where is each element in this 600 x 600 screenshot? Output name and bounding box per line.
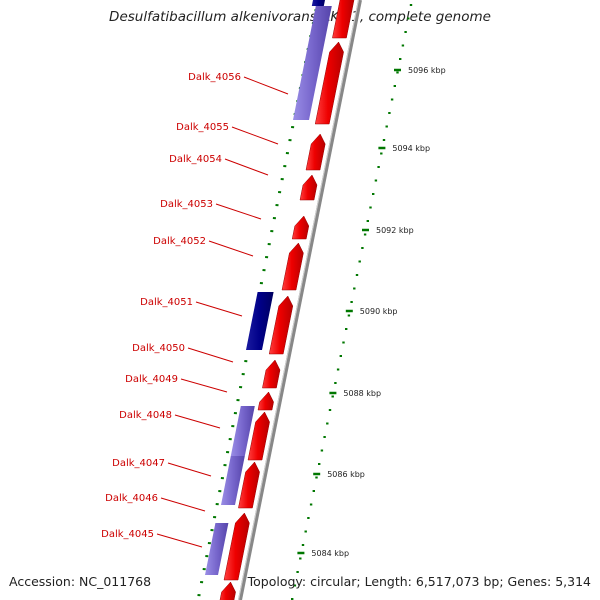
- gene-leader-line: [180, 378, 228, 393]
- gene-label[interactable]: Dalk_4048: [119, 410, 172, 421]
- gene-label[interactable]: Dalk_4055: [176, 122, 229, 133]
- genome-summary-text: Topology: circular; Length: 6,517,073 bp…: [247, 574, 591, 589]
- scale-label: 5094 kbp: [392, 144, 430, 153]
- gene-leader-line: [167, 462, 212, 477]
- forward-gene-arrow[interactable]: [281, 242, 304, 291]
- forward-gene-arrow[interactable]: [218, 581, 236, 600]
- gene-label[interactable]: Dalk_4052: [153, 236, 206, 247]
- gene-leader-line: [208, 240, 254, 257]
- forward-gene-arrow[interactable]: [238, 461, 260, 509]
- reverse-gene-block[interactable]: [311, 0, 325, 6]
- gene-label[interactable]: Dalk_4045: [101, 529, 154, 540]
- scale-label: 5096 kbp: [408, 66, 446, 75]
- gene-label[interactable]: Dalk_4049: [125, 374, 178, 385]
- forward-gene-arrow[interactable]: [247, 411, 270, 461]
- forward-gene-arrow[interactable]: [332, 0, 355, 39]
- forward-gene-arrow[interactable]: [305, 133, 326, 171]
- gene-label[interactable]: Dalk_4053: [160, 199, 213, 210]
- forward-gene-arrow[interactable]: [314, 41, 344, 125]
- scale-label: 5090 kbp: [360, 307, 398, 316]
- forward-gene-arrow[interactable]: [299, 174, 318, 201]
- gene-leader-line: [160, 497, 206, 512]
- gene-label[interactable]: Dalk_4054: [169, 154, 222, 165]
- gene-label[interactable]: Dalk_4050: [132, 343, 185, 354]
- gene-leader-line: [187, 347, 234, 363]
- forward-gene-arrow[interactable]: [262, 359, 281, 389]
- gene-leader-line: [174, 414, 221, 429]
- scale-label: 5092 kbp: [376, 226, 414, 235]
- reverse-gene-block[interactable]: [205, 523, 229, 575]
- scale-label: 5086 kbp: [327, 470, 365, 479]
- gene-leader-line: [156, 533, 203, 548]
- reverse-gene-block[interactable]: [293, 6, 332, 120]
- gene-leader-line: [224, 158, 269, 176]
- forward-gene-arrow[interactable]: [291, 215, 310, 240]
- reverse-gene-block[interactable]: [230, 406, 255, 456]
- gene-label[interactable]: Dalk_4051: [140, 297, 193, 308]
- scale-label: 5088 kbp: [343, 389, 381, 398]
- gene-leader-line: [243, 76, 289, 95]
- map-title: Desulfatibacillum alkenivorans AK-01, co…: [109, 9, 491, 25]
- reverse-gene-block[interactable]: [221, 456, 245, 505]
- genome-backbone: [238, 0, 362, 600]
- gene-label[interactable]: Dalk_4056: [188, 72, 241, 83]
- gene-label[interactable]: Dalk_4046: [105, 493, 158, 504]
- gene-label[interactable]: Dalk_4047: [112, 458, 165, 469]
- gene-leader-line: [195, 301, 243, 317]
- gene-leader-line: [231, 126, 279, 145]
- accession-text: Accession: NC_011768: [9, 574, 152, 589]
- forward-gene-arrow[interactable]: [223, 512, 250, 581]
- scale-label: 5084 kbp: [311, 549, 349, 558]
- forward-gene-arrow[interactable]: [257, 391, 274, 411]
- gene-leader-line: [215, 203, 262, 220]
- backbone-highlight: [238, 0, 359, 600]
- reverse-gene-block[interactable]: [246, 292, 274, 350]
- forward-gene-arrow[interactable]: [268, 295, 294, 355]
